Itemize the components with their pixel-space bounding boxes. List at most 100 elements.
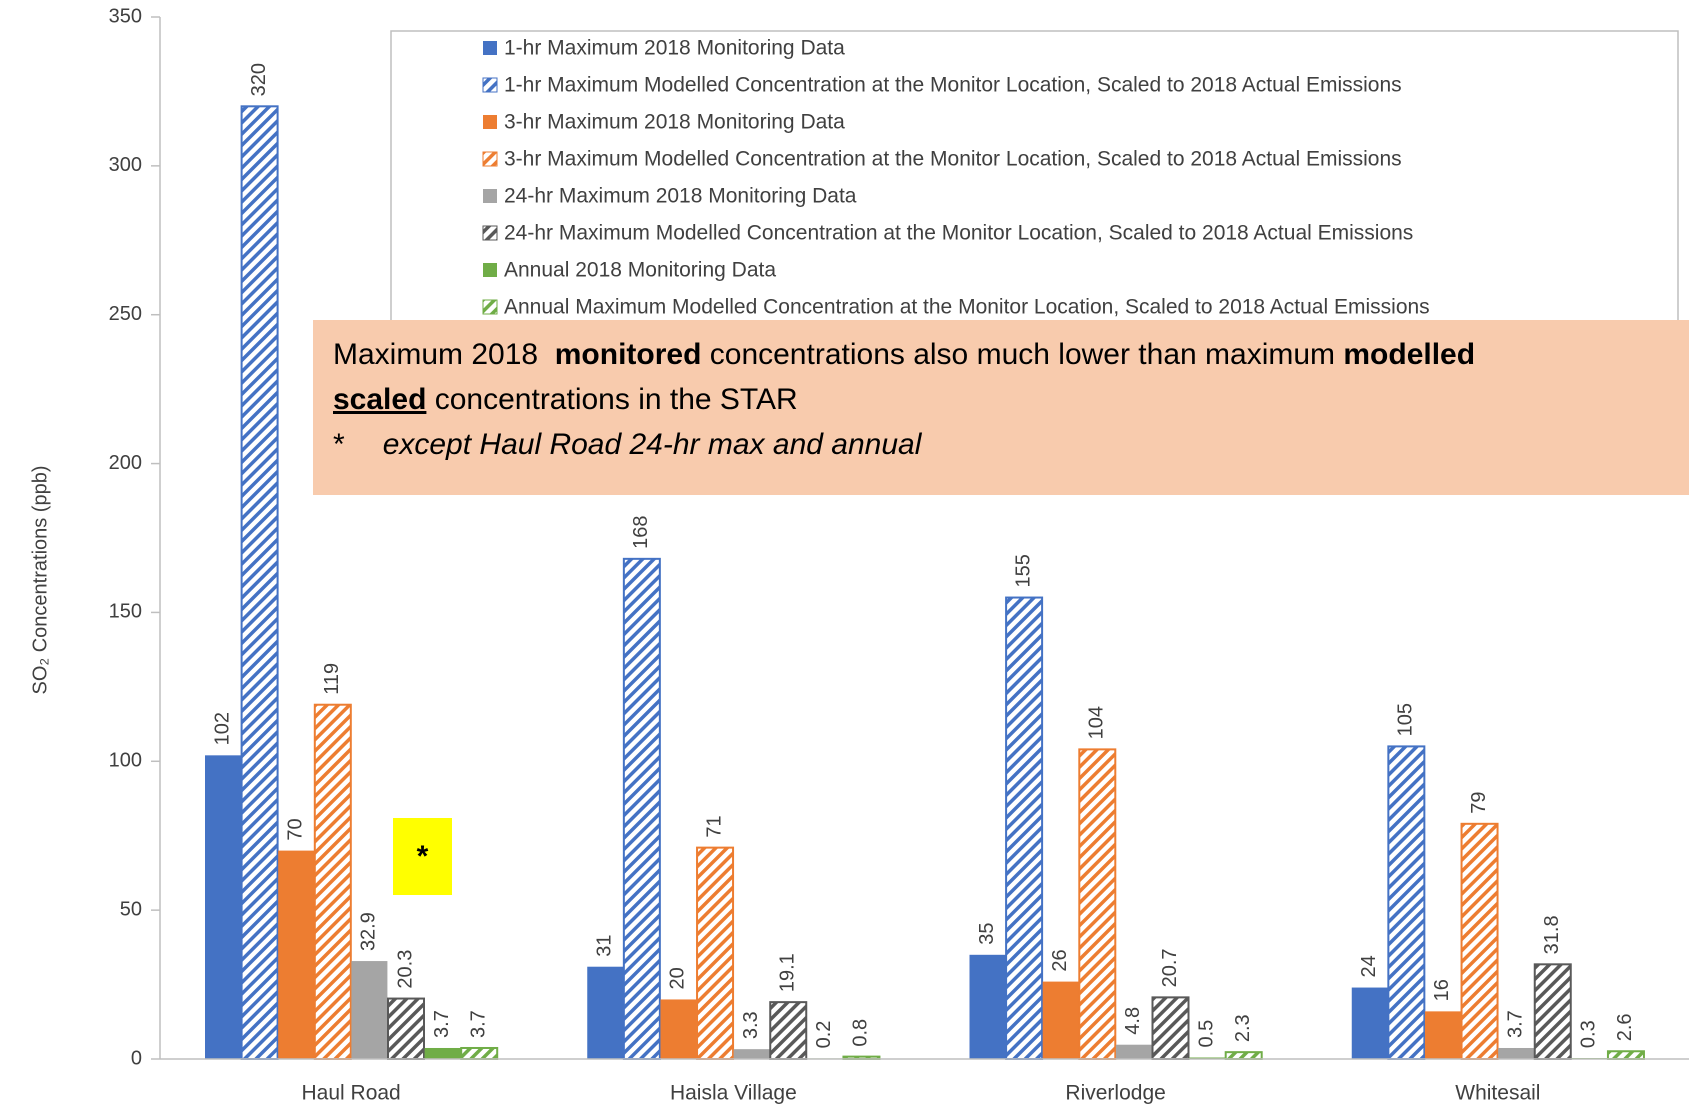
legend-swatch <box>483 41 497 55</box>
annotation-line: scaled concentrations in the STAR <box>333 377 1669 422</box>
x-tick-label: Haisla Village <box>670 1082 797 1105</box>
star-note: * <box>393 818 452 895</box>
annotation-text: * <box>333 428 345 461</box>
bar <box>1151 996 1190 1061</box>
legend-box <box>390 30 1679 322</box>
legend-label: 24-hr Maximum Modelled Concentration at … <box>504 222 1413 245</box>
data-label: 26 <box>1049 949 1071 971</box>
y-tick-label: 200 <box>109 452 142 474</box>
data-label: 20.3 <box>394 950 416 989</box>
bar <box>1005 596 1044 1060</box>
data-label: 79 <box>1468 792 1490 814</box>
bar <box>351 961 388 1059</box>
bar <box>1115 1044 1152 1059</box>
bar <box>622 557 661 1061</box>
y-tick-label: 50 <box>120 898 142 920</box>
bar <box>240 105 279 1061</box>
data-label: 70 <box>284 818 306 840</box>
legend-swatch <box>482 299 498 315</box>
bar <box>313 703 352 1060</box>
data-label: 0.8 <box>850 1019 872 1047</box>
bar <box>660 999 697 1059</box>
legend-swatch <box>482 225 498 241</box>
y-axis-title: SO₂ Concentrations (ppb) <box>29 466 51 695</box>
annotation-text: concentrations also much lower than maxi… <box>701 338 1344 371</box>
data-label: 19.1 <box>777 953 799 992</box>
bar <box>769 1001 808 1061</box>
data-label: 3.3 <box>740 1011 762 1039</box>
annotation-line: * except Haul Road 24-hr max and annual <box>333 422 1669 467</box>
legend-label: 1-hr Maximum Modelled Concentration at t… <box>504 74 1402 97</box>
bar <box>1042 981 1079 1059</box>
bar <box>1351 987 1388 1059</box>
x-tick-label: Haul Road <box>302 1082 401 1105</box>
legend-label: 24-hr Maximum 2018 Monitoring Data <box>504 185 857 208</box>
data-label: 104 <box>1086 706 1108 739</box>
y-tick-label: 350 <box>109 5 142 27</box>
bar <box>696 846 735 1060</box>
x-tick-label: Riverlodge <box>1065 1082 1165 1105</box>
data-label: 3.7 <box>1504 1010 1526 1038</box>
bar <box>587 966 624 1059</box>
legend-swatch <box>483 115 497 129</box>
data-label: 35 <box>976 923 998 945</box>
bar <box>733 1049 770 1059</box>
bar <box>1460 822 1499 1061</box>
bar <box>1424 1011 1461 1059</box>
data-label: 31.8 <box>1541 915 1563 954</box>
data-label: 105 <box>1395 703 1417 736</box>
legend-label: 3-hr Maximum 2018 Monitoring Data <box>504 111 845 134</box>
data-label: 0.2 <box>813 1021 835 1049</box>
y-tick-label: 0 <box>131 1047 142 1069</box>
data-label: 0.3 <box>1578 1020 1600 1048</box>
data-label: 20.7 <box>1159 948 1181 987</box>
data-label: 2.6 <box>1614 1013 1636 1041</box>
annotation-text: Maximum 2018 <box>333 338 555 371</box>
legend-swatch <box>482 77 498 93</box>
annotation-box: Maximum 2018 monitored concentrations al… <box>313 320 1689 495</box>
annotation-line: Maximum 2018 monitored concentrations al… <box>333 332 1669 377</box>
annotation-text: concentrations in the STAR <box>426 383 798 416</box>
data-label: 3.7 <box>431 1010 453 1038</box>
legend-label: Annual 2018 Monitoring Data <box>504 259 776 282</box>
legend-label: 3-hr Maximum Modelled Concentration at t… <box>504 148 1402 171</box>
data-label: 102 <box>211 712 233 745</box>
data-label: 320 <box>248 63 270 96</box>
bar <box>1078 748 1117 1060</box>
bar <box>1224 1051 1263 1061</box>
data-label: 71 <box>703 815 725 837</box>
bar <box>205 755 241 1059</box>
bar <box>460 1046 499 1061</box>
legend-label: Annual Maximum Modelled Concentration at… <box>504 296 1430 319</box>
legend-label: 1-hr Maximum 2018 Monitoring Data <box>504 37 845 60</box>
data-label: 4.8 <box>1122 1007 1144 1035</box>
y-tick-label: 100 <box>109 750 142 772</box>
legend-swatch <box>483 263 497 277</box>
data-label: 16 <box>1431 979 1453 1001</box>
data-label: 3.7 <box>467 1010 489 1038</box>
bar <box>969 954 1006 1059</box>
y-tick-label: 150 <box>109 601 142 623</box>
bar <box>1606 1050 1645 1060</box>
bar <box>278 850 315 1059</box>
bar <box>1533 963 1572 1060</box>
data-label: 155 <box>1012 554 1034 587</box>
annotation-text: scaled <box>333 383 427 416</box>
x-tick-label: Whitesail <box>1455 1082 1540 1105</box>
data-label: 31 <box>594 934 616 956</box>
y-tick-label: 300 <box>109 154 142 176</box>
legend-swatch <box>482 151 498 167</box>
data-label: 168 <box>630 515 652 548</box>
legend-swatch <box>483 189 497 203</box>
bar <box>424 1047 461 1059</box>
annotation-text: modelled <box>1343 338 1476 371</box>
data-label: 20 <box>667 967 689 989</box>
data-label: 119 <box>321 663 343 695</box>
annotation-text: except Haul Road 24-hr max and annual <box>382 428 922 461</box>
bar <box>1498 1047 1535 1059</box>
bar <box>1387 745 1426 1061</box>
bar <box>387 997 425 1061</box>
y-tick-label: 250 <box>109 303 142 325</box>
